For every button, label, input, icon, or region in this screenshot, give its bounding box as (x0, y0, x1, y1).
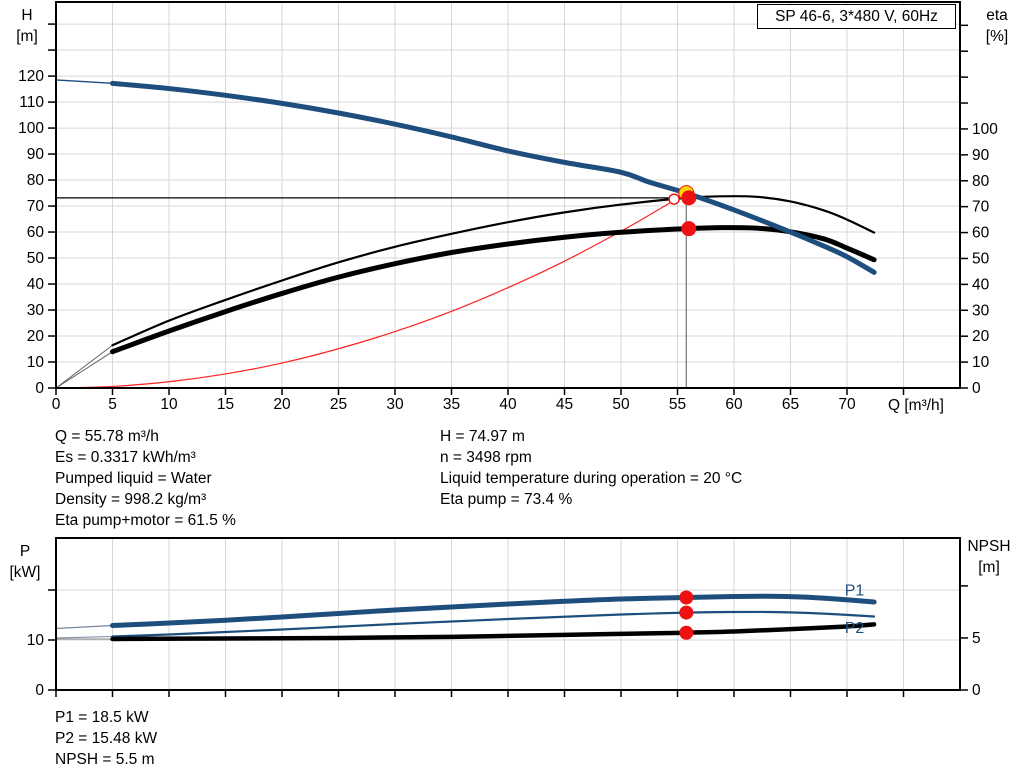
tick-label: 65 (782, 396, 799, 413)
curve-label-p2: P2 (845, 620, 865, 637)
tick-label: 10 (27, 632, 45, 649)
tick-label: 50 (27, 250, 45, 267)
right-axis-title-npsh: NPSH [m] (958, 536, 1020, 578)
annotation-line: n = 3498 rpm (440, 449, 532, 466)
axis-title-line: [m] (978, 559, 1000, 576)
npsh-curve (110, 622, 877, 642)
x-axis-title-flow: Q [m³/h] (888, 397, 944, 414)
tick-label: 90 (972, 147, 990, 164)
duty-point-eta-motor[interactable] (681, 221, 697, 237)
curve-label-p1: P1 (845, 583, 865, 600)
tick-label: 20 (273, 396, 291, 413)
axis-title-line: eta (986, 7, 1008, 24)
tick-label: 0 (35, 380, 44, 397)
tick-label: 100 (18, 120, 44, 137)
left-axis-title-power: P [kW] (2, 541, 48, 583)
tick-label: 70 (27, 198, 45, 215)
axis-title-line: [kW] (9, 564, 41, 581)
p2-power-curve-leader (55, 636, 113, 639)
left-axis-title-head: H [m] (6, 5, 48, 47)
duty-point-eta-pump[interactable] (681, 190, 697, 206)
duty-annotations-bottom: P1 = 18.5 kW P2 = 15.48 kW NPSH = 5.5 m (55, 707, 157, 770)
system-curve (55, 192, 687, 389)
tick-label: 10 (160, 396, 178, 413)
tick-label: 110 (19, 94, 44, 111)
tick-label: 50 (612, 396, 630, 413)
tick-label: 30 (386, 396, 404, 413)
tick-label: 45 (556, 396, 573, 413)
tick-label: 50 (972, 250, 990, 267)
annotation-line: Liquid temperature during operation = 20… (440, 470, 743, 487)
axis-title-line: [%] (985, 28, 1009, 45)
axis-title-line: [m] (16, 28, 38, 45)
tick-label: 5 (108, 396, 117, 413)
tick-label: 70 (972, 199, 990, 216)
axis-title-line: P (19, 543, 31, 560)
p2-power-curve (111, 610, 876, 638)
tick-label: 120 (18, 68, 44, 85)
annotation-line: P1 = 18.5 kW (55, 709, 149, 726)
tick-label: 80 (972, 173, 990, 190)
tick-label: 20 (27, 328, 45, 345)
duty-annotations-right: H = 74.97 m n = 3498 rpm Liquid temperat… (440, 426, 742, 510)
tick-label: 10 (27, 354, 45, 371)
pump-title-box: SP 46-6, 3*480 V, 60Hz (757, 4, 956, 29)
tick-label: 15 (217, 396, 234, 413)
tick-label: 5 (972, 630, 981, 647)
annotation-line: NPSH = 5.5 m (55, 751, 155, 768)
tick-label: 0 (972, 682, 981, 699)
tick-label: 100 (972, 121, 998, 138)
tick-label: 80 (27, 172, 45, 189)
tick-label: 60 (27, 224, 45, 241)
duty-point-p1[interactable] (679, 590, 694, 605)
qh-eta-chart: 0 5 10 15 20 25 30 35 40 45 50 55 60 65 70 0 10 20 30 40 50 6… (18, 1, 998, 413)
eta-pump-curve-leader (55, 344, 113, 389)
axis-title-line: NPSH (967, 538, 1011, 555)
head-curve (110, 80, 877, 275)
tick-label: 90 (27, 146, 45, 163)
right-axis-title-eta: eta [%] (973, 5, 1021, 47)
duty-annotations-left: Q = 55.78 m³/h Es = 0.3317 kWh/m³ Pumped… (55, 426, 236, 531)
duty-point-eta-hollow[interactable] (668, 193, 680, 205)
tick-label: 40 (499, 396, 517, 413)
pump-title: SP 46-6, 3*480 V, 60Hz (775, 8, 938, 25)
p1-power-curve-leader (55, 624, 113, 630)
tick-label: 70 (838, 396, 856, 413)
tick-label: 25 (330, 396, 347, 413)
tick-label: 0 (972, 380, 981, 397)
annotation-line: Density = 998.2 kg/m³ (55, 491, 207, 508)
p1-power-curve (110, 593, 877, 628)
tick-label: 40 (27, 276, 45, 293)
tick-label: 20 (972, 328, 990, 345)
tick-label: 0 (52, 396, 61, 413)
annotation-line: P2 = 15.48 kW (55, 730, 158, 747)
duty-point-p2[interactable] (679, 605, 694, 620)
eta-pump-motor-curve (110, 225, 877, 355)
tick-label: 60 (725, 396, 743, 413)
tick-label: 55 (669, 396, 686, 413)
tick-label: 60 (972, 225, 990, 242)
annotation-line: Es = 0.3317 kWh/m³ (55, 449, 196, 466)
head-curve-leader (55, 79, 113, 85)
tick-label: 0 (35, 682, 44, 699)
duty-point-npsh[interactable] (679, 625, 694, 640)
tick-label: 10 (972, 354, 990, 371)
tick-label: 35 (443, 396, 460, 413)
tick-label: 30 (27, 302, 45, 319)
tick-label: 40 (972, 276, 990, 293)
annotation-line: H = 74.97 m (440, 428, 525, 445)
tick-label: 30 (972, 302, 990, 319)
annotation-line: Eta pump+motor = 61.5 % (55, 512, 236, 529)
power-npsh-chart: 0 10 0 5 P1 P2 (27, 537, 981, 699)
eta-pump-motor-curve-leader (55, 351, 113, 389)
annotation-line: Pumped liquid = Water (55, 470, 212, 487)
annotation-line: Eta pump = 73.4 % (440, 491, 573, 508)
annotation-line: Q = 55.78 m³/h (55, 428, 159, 445)
axis-title-line: H (21, 7, 33, 24)
eta-pump-curve (111, 195, 876, 347)
